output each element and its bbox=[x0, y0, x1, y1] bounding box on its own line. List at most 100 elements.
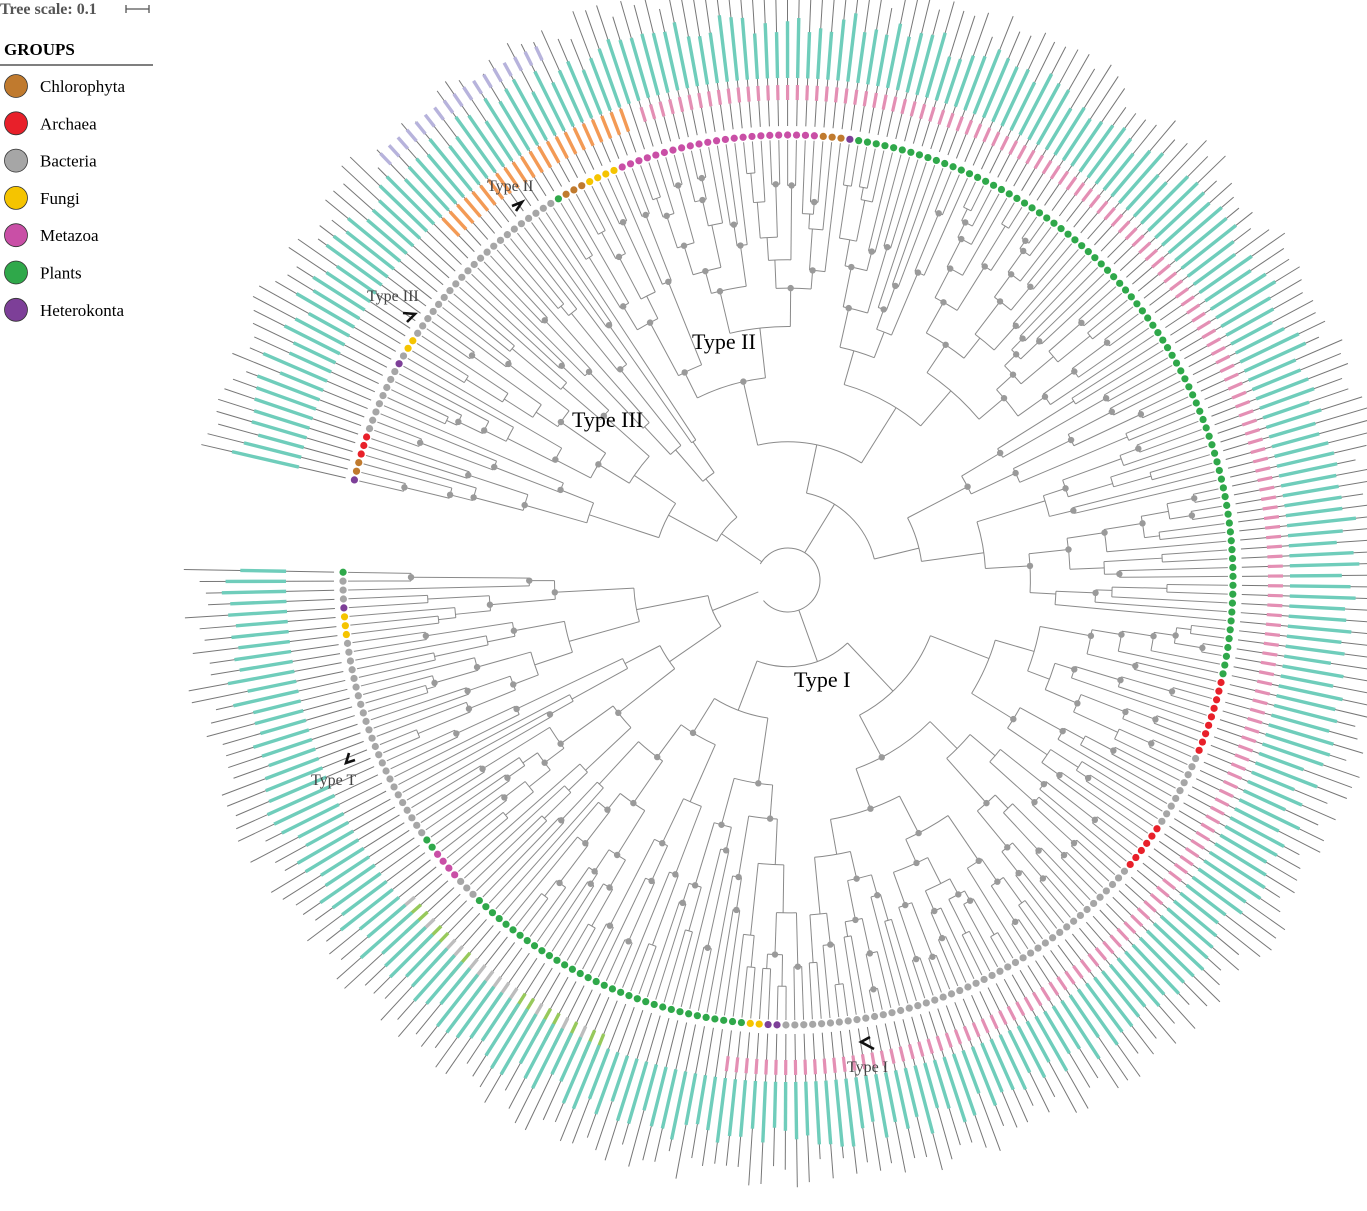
ring-bar bbox=[1015, 1001, 1026, 1017]
node-dot bbox=[1092, 589, 1099, 597]
ring-bar bbox=[662, 31, 680, 91]
node-dot bbox=[552, 456, 559, 463]
leaf-dot bbox=[1064, 230, 1072, 238]
branch-line bbox=[505, 791, 534, 816]
node-dot bbox=[1041, 393, 1049, 400]
ring-bar bbox=[1044, 107, 1073, 151]
branch-arc bbox=[557, 410, 570, 427]
ring-bar bbox=[1166, 907, 1214, 949]
branch-line bbox=[598, 741, 639, 785]
ring-bar bbox=[1167, 206, 1223, 255]
node-dot bbox=[613, 851, 621, 859]
branch-line bbox=[1054, 662, 1075, 670]
ring-bar bbox=[1072, 964, 1084, 979]
branch-line bbox=[652, 875, 679, 946]
ring-bar bbox=[928, 106, 936, 122]
ring-bar bbox=[1261, 742, 1324, 767]
leaf-dot bbox=[1219, 484, 1227, 492]
branch-line bbox=[371, 438, 470, 473]
ring-bar bbox=[724, 1056, 730, 1072]
ring-bar bbox=[1041, 159, 1053, 175]
leaf-dot bbox=[379, 391, 387, 400]
ring-bar bbox=[594, 1051, 620, 1115]
branch-line bbox=[1153, 631, 1176, 636]
ring-bar bbox=[750, 1080, 758, 1129]
node-dot bbox=[931, 907, 938, 915]
ring-bar bbox=[816, 28, 823, 79]
ring-bar bbox=[1289, 562, 1360, 568]
ring-bar bbox=[1147, 181, 1199, 232]
leaf-dot bbox=[618, 163, 626, 171]
marker-type-iii: Type III bbox=[367, 288, 419, 323]
leaf-dot bbox=[1172, 794, 1180, 803]
leaf-dot bbox=[463, 884, 471, 892]
branch-line bbox=[843, 350, 855, 385]
leaf-dot bbox=[888, 1009, 896, 1017]
leaf-dot bbox=[452, 280, 460, 288]
branch-line bbox=[365, 454, 477, 489]
branch-line bbox=[721, 533, 763, 563]
leaf-dot bbox=[375, 751, 383, 759]
branch-line bbox=[1085, 780, 1154, 827]
branch-line bbox=[971, 189, 992, 227]
branch-line bbox=[719, 291, 731, 334]
leaf-dot bbox=[1149, 321, 1157, 329]
ring-bar bbox=[1161, 201, 1211, 247]
ring-bar bbox=[254, 397, 314, 421]
branch-line bbox=[970, 185, 984, 212]
leaf-dot bbox=[766, 131, 774, 139]
branch-line bbox=[1000, 749, 1045, 785]
node-dot bbox=[1188, 512, 1196, 519]
leaf-dot bbox=[1083, 905, 1091, 914]
branch-arc bbox=[971, 640, 996, 694]
branch-line bbox=[1176, 627, 1192, 630]
branch-line bbox=[920, 390, 952, 427]
node-dot bbox=[587, 880, 594, 887]
ring-bar bbox=[1227, 381, 1243, 391]
ring-bar bbox=[559, 1036, 583, 1082]
node-dot bbox=[1152, 716, 1159, 723]
ring-bar bbox=[385, 175, 436, 226]
branch-line bbox=[412, 350, 465, 384]
branch-arc bbox=[1066, 538, 1071, 570]
leaf-dot bbox=[1184, 771, 1192, 779]
branch-arc bbox=[612, 705, 632, 728]
branch-line bbox=[890, 159, 919, 249]
ring-bar bbox=[305, 820, 350, 848]
node-dot bbox=[486, 601, 494, 608]
branch-line bbox=[935, 955, 951, 990]
branch-line bbox=[464, 785, 565, 879]
ring-bar bbox=[1259, 387, 1315, 410]
leaf-dot bbox=[720, 1016, 728, 1024]
ring-bar bbox=[1081, 188, 1094, 202]
branch-line bbox=[1153, 722, 1198, 741]
ring-bar bbox=[1259, 485, 1275, 492]
branch-line bbox=[997, 932, 1014, 959]
ring-bar bbox=[672, 22, 690, 89]
ring-bar bbox=[339, 888, 394, 932]
ring-bar bbox=[991, 66, 1019, 123]
ring-bar bbox=[243, 441, 302, 459]
branch-line bbox=[961, 934, 983, 976]
leaf-dot bbox=[424, 315, 432, 323]
leaf-dot bbox=[576, 969, 584, 978]
branch-arc bbox=[678, 364, 702, 377]
branch-line bbox=[528, 769, 551, 788]
leaf-dot bbox=[538, 947, 546, 955]
branch-line bbox=[636, 595, 709, 611]
branch-line bbox=[591, 889, 614, 927]
leaf-dot bbox=[890, 144, 898, 152]
legend-swatch-icon bbox=[4, 74, 28, 98]
ring-bar bbox=[254, 708, 304, 726]
branch-line bbox=[1113, 380, 1181, 416]
node-dot bbox=[964, 483, 971, 490]
branch-line bbox=[1149, 454, 1210, 473]
node-dot bbox=[867, 805, 874, 812]
ring-bar bbox=[1102, 940, 1115, 955]
branch-arc bbox=[588, 923, 596, 929]
branch-arc bbox=[839, 237, 857, 242]
branch-line bbox=[884, 921, 909, 1004]
ring-bar bbox=[609, 111, 622, 136]
node-dot bbox=[453, 730, 460, 737]
branch-line bbox=[834, 984, 840, 1018]
